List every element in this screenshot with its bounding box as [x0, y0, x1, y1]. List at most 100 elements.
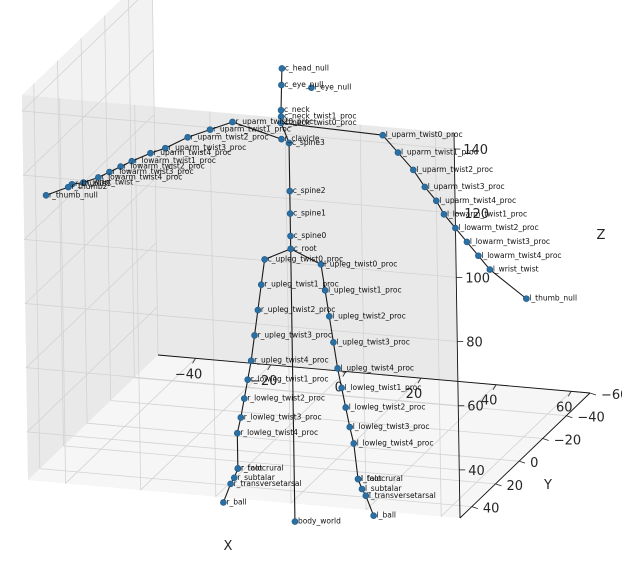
- gridline-z: [21, 0, 455, 150]
- y-tick-label: −20: [554, 433, 581, 448]
- bone-r_upleg_twist3_proc-to-r_upleg_twist4_proc: [250, 335, 256, 361]
- axes-edges: [157, 132, 591, 519]
- joint-label-l_lowarm_twist3_proc: l_lowarm_twist3_proc: [470, 237, 550, 246]
- gridline-x: [434, 131, 572, 518]
- y-axis-label: Y: [543, 478, 552, 493]
- joint-l_lowleg_twist4_proc: [350, 440, 358, 447]
- bone-l_upleg_twist4_proc-to-l_lowleg_twist1_proc: [337, 368, 343, 389]
- joint-c_head_null: [278, 65, 286, 72]
- x-tick-mark: [192, 358, 196, 364]
- joint-c_spine0: [287, 232, 294, 240]
- x-tick-mark: [267, 364, 272, 371]
- joint-c_spine2: [286, 187, 294, 195]
- joint-r_upleg_twist1_proc: [257, 281, 265, 289]
- joint-label-l_upleg_twist2_proc: l_upleg_twist2_proc: [332, 311, 405, 320]
- y-tick-mark: [495, 483, 502, 487]
- joint-r_lowarm_twist2_proc: [117, 163, 124, 170]
- joint-r_uparm_twist1_proc: [206, 126, 214, 133]
- joint-label-r_talocrural: r_talocrural: [241, 463, 284, 472]
- y-tick-mark: [518, 460, 526, 464]
- joint-body_world: [291, 518, 299, 525]
- joint-label-l_thumb_null: l_thumb_null: [529, 294, 577, 303]
- x-tick-mark: [492, 384, 497, 390]
- joint-label-r_upleg_twist1_proc: r_upleg_twist1_proc: [264, 280, 338, 289]
- joint-label-r_uparm_twist0_proc: r_uparm_twist0_proc: [235, 117, 313, 126]
- gridline-y: [104, 15, 543, 439]
- joint-label-l_talocrural: l_talocrural: [361, 474, 403, 483]
- bone-l_upleg_twist3_proc-to-l_upleg_twist4_proc: [332, 342, 339, 369]
- joint-label-r_ball: r_ball: [226, 497, 246, 506]
- x-tick-mark: [417, 377, 422, 384]
- joint-r_uparm_twist3_proc: [162, 144, 169, 152]
- y-tick-mark: [589, 392, 597, 396]
- gridline-x: [359, 124, 497, 511]
- joint-label-l_lowleg_twist1_proc: l_lowleg_twist1_proc: [345, 383, 422, 392]
- joint-r_uparm_twist4_proc: [147, 149, 154, 157]
- joint-c_spine3: [285, 139, 293, 147]
- joint-label-c_upleg_twist0_proc: c_upleg_twist0_proc: [268, 254, 344, 263]
- joint-labels: c_head_nullc_eye_nulll_eye_nullc_neckc_n…: [49, 63, 577, 525]
- z-tick-label: 100: [465, 271, 490, 286]
- joint-label-l_uparm_twist4_proc: l_uparm_twist4_proc: [439, 196, 516, 205]
- z-axis-line: [453, 132, 461, 519]
- x-tick-mark: [342, 371, 347, 377]
- y-axis-line: [459, 392, 591, 519]
- joint-l_upleg_twist2_proc: [325, 313, 333, 320]
- joint-l_eye_null: [308, 84, 315, 91]
- joint-label-r_lowleg_twist1_proc: r_lowleg_twist1_proc: [251, 375, 329, 384]
- joint-r_uparm_twist0_proc: [229, 118, 236, 126]
- joint-label-c_spine3: c_spine3: [292, 138, 325, 147]
- z-tick-label: 40: [468, 464, 485, 479]
- joint-label-l_lowleg_twist2_proc: l_lowleg_twist2_proc: [349, 402, 426, 411]
- x-tick-mark: [567, 391, 572, 397]
- joint-l_subtalar: [358, 485, 366, 493]
- z-tick-label: 80: [466, 336, 483, 351]
- joint-label-r_uparm_twist3_proc: r_uparm_twist3_proc: [168, 143, 246, 152]
- joint-label-l_lowarm_twist4_proc: l_lowarm_twist4_proc: [481, 251, 561, 260]
- gridline-z: [23, 114, 457, 278]
- gridline-x: [59, 98, 196, 485]
- bone-l_lowleg_twist4_proc-to-l_foot: [353, 443, 359, 480]
- bone-c_head_null-to-c_neck: [280, 68, 283, 111]
- joint-c_root: [287, 245, 294, 253]
- x-axis-line: [157, 354, 591, 394]
- bone-l_transversetarsal-to-l_ball: [365, 495, 375, 516]
- gridline-z: [25, 242, 459, 407]
- joint-label-r_lowarm_twist3_proc: r_lowarm_twist3_proc: [112, 167, 193, 176]
- bone-l_lowleg_twist1_proc-to-l_lowleg_twist2_proc: [341, 387, 347, 408]
- bone-r_thumb2-to-r_thumb_null: [45, 186, 69, 196]
- pane-xy: [28, 355, 590, 518]
- y-tick-mark: [542, 438, 549, 441]
- joint-label-c_neck_twist0_proc: c_neck_twist0_proc: [284, 118, 356, 127]
- joint-label-l_uparm_twist1_proc: l_uparm_twist1_proc: [401, 148, 478, 157]
- bone-r_uparm_twist4_proc-to-r_lowarm_twist1_proc: [131, 152, 151, 162]
- joint-label-r_upleg_twist4_proc: r_upleg_twist4_proc: [254, 356, 328, 365]
- bone-l_uparm_twist0_proc-to-l_uparm_twist1_proc: [382, 134, 399, 153]
- bone-c_root-to-body_world: [290, 248, 296, 522]
- bone-c_neck_twist0_proc-to-c_spine3: [280, 122, 290, 144]
- gridline-x: [284, 118, 422, 505]
- joint-r_lowleg_twist2_proc: [240, 395, 248, 402]
- y-tick-label: 20: [506, 479, 523, 494]
- bone-c_upleg_twist0_proc-to-r_upleg_twist1_proc: [260, 259, 266, 285]
- joint-r_thumb2: [64, 183, 72, 191]
- joint-label-c_neck_twist1_proc: c_neck_twist1_proc: [284, 112, 356, 121]
- joint-label-l_subtalar: l_subtalar: [365, 484, 402, 493]
- joint-label-c_spine2: c_spine2: [293, 186, 326, 195]
- joint-r_lowarm_twist3_proc: [106, 168, 113, 176]
- joint-c_upleg_twist0_proc: [261, 256, 268, 263]
- bone-c_neck_twist0_proc-to-l_uparm_twist0_proc: [281, 122, 383, 136]
- joint-l_thumb_null: [523, 295, 530, 302]
- joint-label-r_foot: r_foot: [241, 463, 263, 472]
- joint-label-l_eye_null: l_eye_null: [314, 83, 351, 92]
- joint-label-c_spine1: c_spine1: [293, 209, 326, 218]
- joint-label-l_upleg_twist3_proc: l_upleg_twist3_proc: [336, 337, 409, 346]
- joint-c_eye_null: [278, 81, 285, 89]
- joint-label-r_thumb_null: r_thumb_null: [49, 190, 98, 199]
- bone-l_wrist_twist-to-l_thumb_null: [489, 269, 527, 300]
- joint-l_upleg_twist0_proc: [317, 261, 325, 268]
- joint-l_lowleg_twist2_proc: [342, 404, 349, 411]
- gridline-x: [209, 111, 347, 498]
- z-tick-label: 120: [464, 207, 489, 222]
- joint-r_lowleg_twist3_proc: [237, 414, 245, 421]
